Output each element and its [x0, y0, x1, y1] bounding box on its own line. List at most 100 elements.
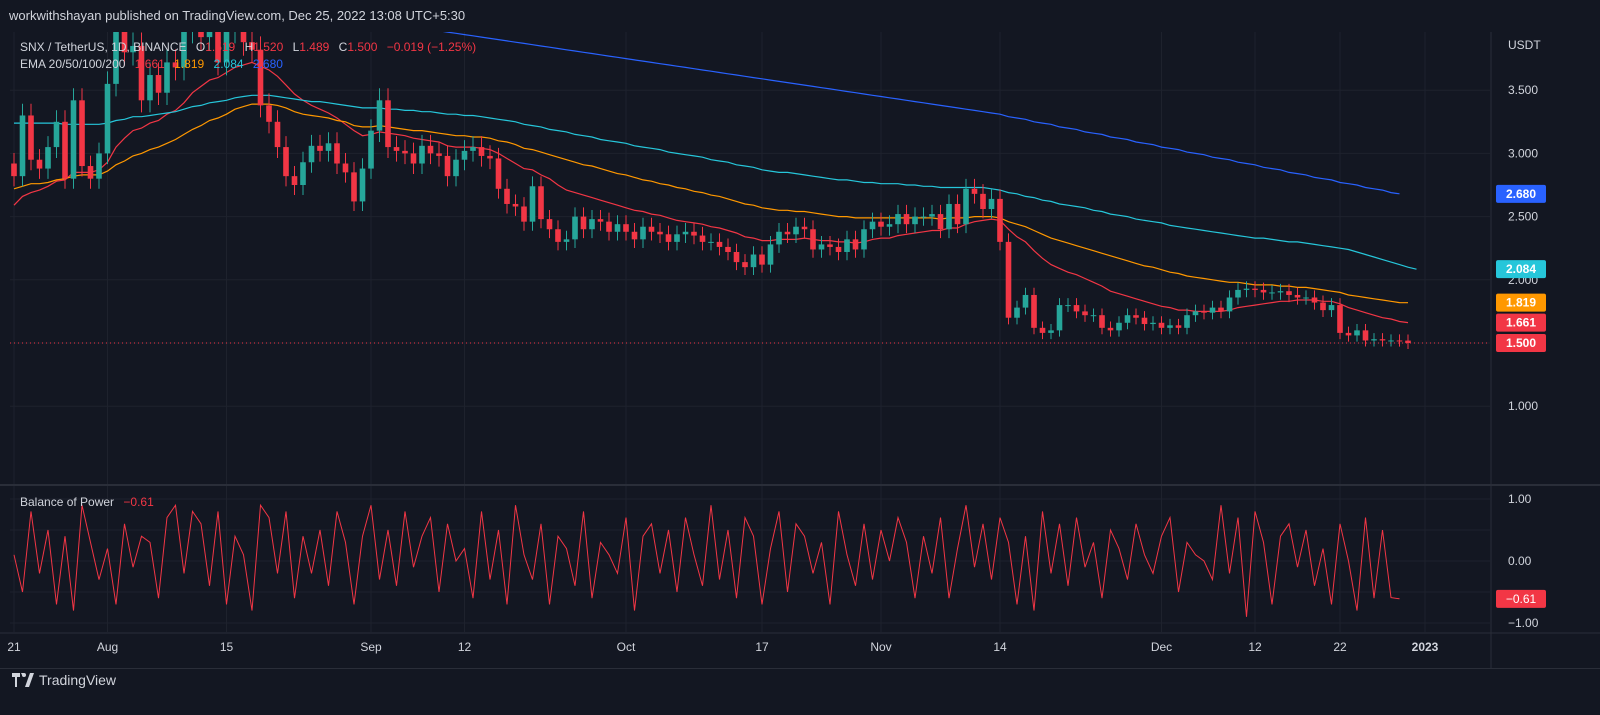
bop-legend[interactable]: Balance of Power −0.61 [20, 495, 154, 509]
time-tick-label: Aug [97, 640, 118, 654]
candle [1277, 291, 1284, 293]
time-tick-label: 12 [458, 640, 472, 654]
candle [164, 62, 170, 93]
candle [325, 143, 332, 151]
candle [28, 115, 34, 160]
candle [767, 244, 774, 265]
candle [181, 29, 187, 68]
publisher-text: workwithshayan published on TradingView.… [9, 8, 466, 23]
time-tick-label: Dec [1151, 640, 1172, 654]
candle [1048, 330, 1054, 333]
price-label-text: 2.084 [1506, 262, 1536, 276]
candle [580, 216, 587, 230]
symbol-legend[interactable]: SNX / TetherUS, 1D, BINANCE O1.519 H1.52… [20, 40, 476, 54]
candle [929, 214, 935, 217]
candle [538, 186, 544, 220]
candle [1082, 311, 1088, 316]
candle [1226, 297, 1233, 312]
bop-value: −0.61 [123, 495, 154, 509]
ema200-value: 2.680 [252, 57, 283, 71]
candle [810, 229, 816, 250]
candle [1201, 311, 1207, 313]
candle [708, 241, 714, 243]
ema-legend[interactable]: EMA 20/50/100/200 1.661 1.819 2.084 2.68… [20, 57, 283, 71]
candle [852, 239, 859, 250]
candle [45, 147, 51, 169]
candle [1124, 315, 1131, 323]
candle [444, 155, 451, 177]
candle [1405, 340, 1411, 343]
low-label: L [292, 40, 300, 54]
price-tick-label: 3.500 [1508, 83, 1538, 97]
candle [572, 216, 578, 240]
bop-label: Balance of Power [20, 495, 115, 509]
candle [776, 231, 782, 245]
candle [1345, 332, 1352, 336]
candle [784, 231, 791, 235]
candle [895, 214, 901, 225]
candle [869, 221, 876, 230]
candle [257, 49, 264, 106]
candle [96, 153, 102, 179]
candle [997, 198, 1003, 242]
candle [1116, 322, 1122, 331]
close-label: C [338, 40, 348, 54]
bop-badge-text: −0.61 [1506, 592, 1537, 606]
candle [1065, 305, 1071, 307]
candle [385, 100, 391, 148]
candle [1209, 307, 1216, 313]
candle [1005, 241, 1012, 318]
price-label-badge: 1.500 [1496, 334, 1546, 352]
candle [300, 162, 306, 185]
candle [886, 224, 893, 227]
bop-line [13, 503, 1400, 617]
candle [657, 231, 663, 235]
bop-badge-bg [1496, 589, 1546, 608]
candle [1133, 315, 1139, 318]
candle [1303, 297, 1309, 299]
candle [317, 145, 323, 151]
candle [521, 206, 527, 222]
candle [597, 219, 604, 222]
time-tick-label: 15 [220, 640, 234, 654]
candle [937, 214, 944, 230]
candle [36, 159, 43, 169]
candle [70, 100, 77, 179]
price-label-bg [1496, 293, 1546, 312]
candle [419, 145, 425, 164]
low-value: 1.489 [299, 40, 330, 54]
tradingview-logo[interactable]: TradingView [12, 672, 116, 688]
change-value: −0.019 (−1.25%) [386, 40, 477, 54]
candle [223, 29, 230, 63]
price-label-bg [1496, 184, 1546, 203]
candle [172, 62, 179, 68]
candle [1379, 339, 1386, 341]
price-label-badge: 2.680 [1496, 184, 1546, 203]
candle [920, 216, 927, 218]
tradingview-brand: TradingView [39, 672, 117, 688]
candle [427, 145, 434, 154]
candle [1090, 315, 1097, 317]
candle [147, 75, 153, 101]
candle [504, 188, 510, 204]
time-tick-label: 22 [1333, 640, 1347, 654]
high-label: H [244, 40, 254, 54]
time-tick-label: Sep [360, 640, 382, 654]
candle [793, 226, 799, 235]
price-tick-label: 1.000 [1508, 399, 1538, 413]
candle [104, 83, 111, 154]
candle [750, 254, 757, 268]
candle [478, 147, 485, 156]
ema-line [13, 61, 1409, 324]
candle [1311, 297, 1318, 303]
candle [631, 231, 638, 240]
candle [1150, 322, 1156, 325]
candle [980, 193, 986, 210]
candle [436, 153, 442, 156]
candle [912, 216, 918, 225]
close-value: 1.500 [347, 40, 378, 54]
open-label: O [195, 40, 206, 54]
candle [1260, 289, 1267, 293]
candle [946, 203, 952, 230]
